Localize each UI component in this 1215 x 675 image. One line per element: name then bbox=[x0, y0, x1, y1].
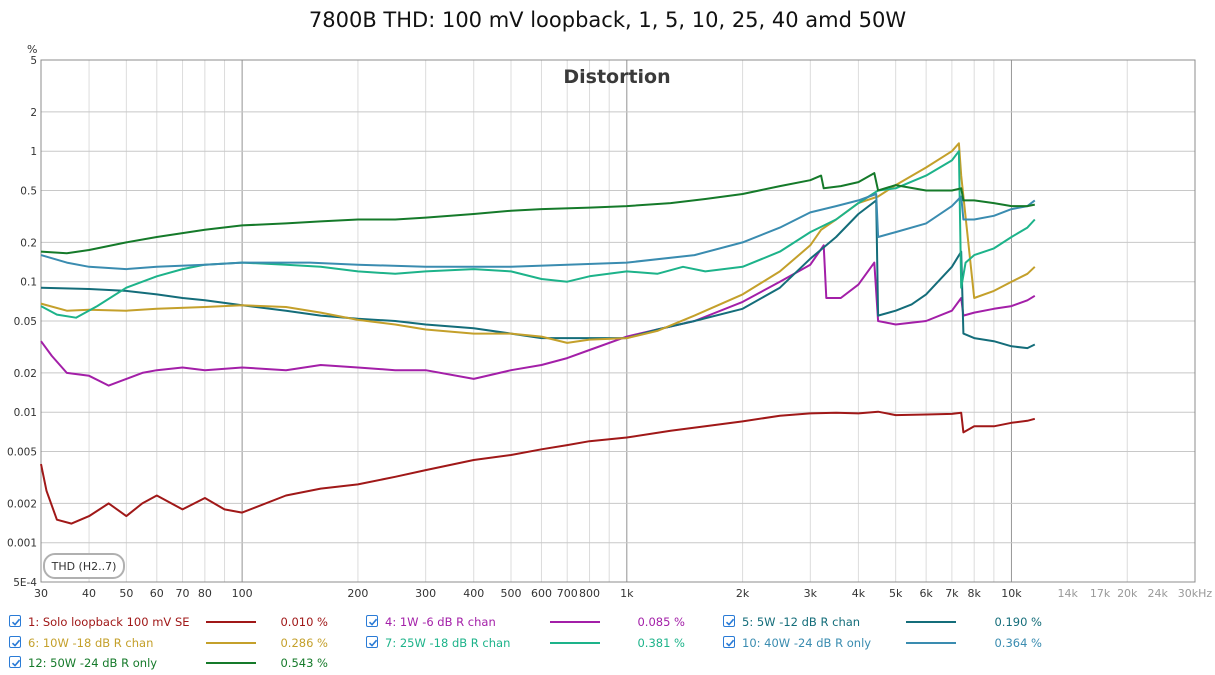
measurement-badge-label: THD (H2..7) bbox=[51, 560, 117, 573]
series-line-6 bbox=[40, 193, 1036, 271]
y-tick-label: 0.5 bbox=[20, 186, 37, 198]
series-line-1 bbox=[40, 410, 1036, 525]
y-tick-label: 0.01 bbox=[14, 407, 37, 419]
x-tick-label: 2k bbox=[736, 587, 750, 600]
legend-label: 4: 1W -6 dB R chan bbox=[385, 615, 496, 629]
x-tick-label: 6k bbox=[919, 587, 933, 600]
legend-label: 5: 5W -12 dB R chan bbox=[742, 615, 861, 629]
legend-swatch bbox=[550, 642, 600, 644]
legend-swatch bbox=[206, 621, 256, 623]
checkmark-icon bbox=[11, 618, 21, 626]
legend-label: 12: 50W -24 dB R only bbox=[28, 656, 158, 670]
y-tick-label: 0.005 bbox=[7, 447, 37, 459]
legend-value: 0.010 % bbox=[280, 615, 328, 629]
checkmark-icon bbox=[11, 639, 21, 647]
legend-value: 0.381 % bbox=[637, 636, 685, 650]
legend-label: 6: 10W -18 dB R chan bbox=[28, 636, 154, 650]
y-tick-label: 0.2 bbox=[20, 237, 37, 249]
x-tick-label: 8k bbox=[968, 587, 982, 600]
series-checkbox[interactable] bbox=[723, 615, 735, 627]
x-tick-label: 3k bbox=[804, 587, 818, 600]
series-line-3 bbox=[40, 199, 1036, 350]
y-tick-label: 1 bbox=[30, 146, 37, 158]
legend-swatch bbox=[906, 642, 956, 644]
series-line-4 bbox=[40, 142, 1036, 344]
x-tick-label: 50 bbox=[119, 587, 133, 600]
legend-value: 0.364 % bbox=[994, 636, 1042, 650]
legend-value: 0.085 % bbox=[637, 615, 685, 629]
x-tick-label: 30kHz bbox=[1178, 587, 1213, 600]
checkmark-icon bbox=[11, 659, 21, 667]
legend-item: 4: 1W -6 dB R chan 0.085 % bbox=[366, 613, 690, 631]
x-tick-label: 200 bbox=[347, 587, 368, 600]
x-tick-label: 4k bbox=[852, 587, 866, 600]
series-checkbox[interactable] bbox=[9, 615, 21, 627]
checkmark-icon bbox=[725, 639, 735, 647]
legend-swatch bbox=[906, 621, 956, 623]
x-tick-label: 60 bbox=[150, 587, 164, 600]
x-tick-label: 600 bbox=[531, 587, 552, 600]
x-tick-label: 400 bbox=[463, 587, 484, 600]
series-checkbox[interactable] bbox=[9, 656, 21, 668]
legend-item: 12: 50W -24 dB R only 0.543 % bbox=[9, 654, 333, 672]
y-unit-label: % bbox=[27, 43, 37, 56]
x-tick-label: 500 bbox=[501, 587, 522, 600]
legend-item: 7: 25W -18 dB R chan 0.381 % bbox=[366, 634, 690, 652]
y-tick-label: 0.05 bbox=[14, 316, 37, 328]
series-checkbox[interactable] bbox=[366, 636, 378, 648]
legend-item: 1: Solo loopback 100 mV SE 0.010 % bbox=[9, 613, 333, 631]
x-tick-label: 20k bbox=[1117, 587, 1138, 600]
x-tick-label: 7k bbox=[945, 587, 959, 600]
x-tick-label: 700 bbox=[557, 587, 578, 600]
y-tick-label: 2 bbox=[30, 107, 37, 119]
legend-value: 0.286 % bbox=[280, 636, 328, 650]
measurement-badge bbox=[43, 553, 125, 579]
legend-label: 10: 40W -24 dB R only bbox=[742, 636, 872, 650]
legend-item: 5: 5W -12 dB R chan 0.190 % bbox=[723, 613, 1047, 631]
legend-value: 0.543 % bbox=[280, 656, 328, 670]
x-tick-label: 800 bbox=[579, 587, 600, 600]
chart-title: Distortion bbox=[563, 66, 670, 88]
series-line-7 bbox=[40, 172, 1035, 255]
x-tick-label: 40 bbox=[82, 587, 96, 600]
legend-swatch bbox=[206, 642, 256, 644]
legend-item: 6: 10W -18 dB R chan 0.286 % bbox=[9, 634, 333, 652]
checkmark-icon bbox=[368, 618, 378, 626]
series-checkbox[interactable] bbox=[9, 636, 21, 648]
y-tick-label: 0.02 bbox=[14, 368, 37, 380]
x-tick-label: 300 bbox=[415, 587, 436, 600]
series-checkbox[interactable] bbox=[723, 636, 735, 648]
y-tick-label: 0.001 bbox=[7, 538, 37, 550]
plot-frame bbox=[40, 59, 1196, 583]
legend-swatch bbox=[550, 621, 600, 623]
y-tick-label: 5 bbox=[30, 55, 37, 67]
legend-value: 0.190 % bbox=[994, 615, 1042, 629]
x-tick-label: 1k bbox=[620, 587, 634, 600]
x-tick-label: 24k bbox=[1148, 587, 1169, 600]
y-tick-label: 0.1 bbox=[20, 277, 37, 289]
x-tick-label: 70 bbox=[176, 587, 190, 600]
x-tick-label: 17k bbox=[1090, 587, 1111, 600]
x-tick-label: 100 bbox=[232, 587, 253, 600]
y-tick-label: 0.002 bbox=[7, 498, 37, 510]
legend-label: 7: 25W -18 dB R chan bbox=[385, 636, 511, 650]
x-tick-label: 5k bbox=[889, 587, 903, 600]
page-title: 7800B THD: 100 mV loopback, 1, 5, 10, 25… bbox=[308, 8, 907, 32]
x-tick-label: 30 bbox=[34, 587, 48, 600]
legend-label: 1: Solo loopback 100 mV SE bbox=[28, 615, 190, 629]
series-line-5 bbox=[40, 150, 1036, 319]
checkmark-icon bbox=[725, 618, 735, 626]
y-tick-label: 5E-4 bbox=[13, 577, 37, 589]
legend-item: 10: 40W -24 dB R only 0.364 % bbox=[723, 634, 1047, 652]
legend-swatch bbox=[206, 662, 256, 664]
x-tick-label: 80 bbox=[198, 587, 212, 600]
x-tick-label: 10k bbox=[1001, 587, 1022, 600]
series-line-2 bbox=[40, 244, 1036, 387]
checkmark-icon bbox=[368, 639, 378, 647]
distortion-chart: 5 2 1 0.5 0.2 0.1 0.05 0.02 0.01 0.005 0.002 0.001 5… bbox=[7, 43, 1213, 600]
x-tick-label: 14k bbox=[1057, 587, 1078, 600]
series-checkbox[interactable] bbox=[366, 615, 378, 627]
